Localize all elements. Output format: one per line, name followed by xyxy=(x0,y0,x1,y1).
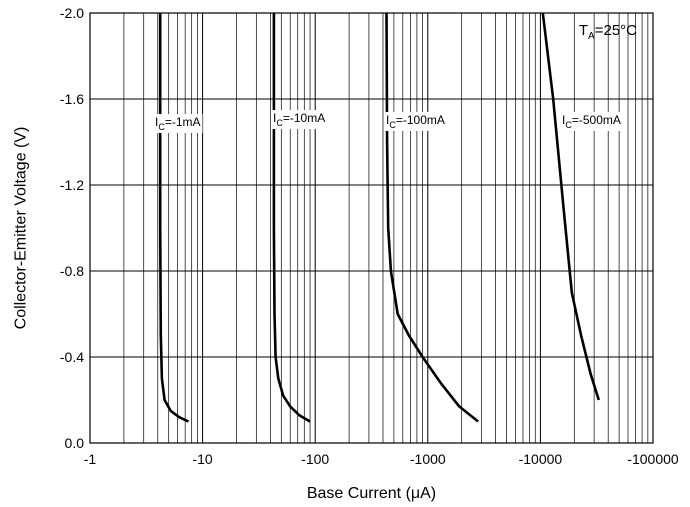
x-tick-label: -10000 xyxy=(519,451,563,467)
curve-label: IC=-100mA xyxy=(384,112,447,131)
curve-label-bg xyxy=(560,112,623,131)
curve-label: IC=-1mA xyxy=(153,114,203,133)
x-tick-label: -10 xyxy=(192,451,212,467)
curve-label: IC=-500mA xyxy=(560,112,623,131)
y-tick-label: -2.0 xyxy=(60,5,84,21)
y-tick-label: -1.2 xyxy=(60,177,84,193)
curve-label-bg xyxy=(384,112,447,131)
series-curve xyxy=(158,13,190,423)
curve-label-text: IC=-10mA xyxy=(273,111,325,128)
y-tick-label: -0.4 xyxy=(60,349,84,365)
curve-label-text: IC=-1mA xyxy=(155,115,201,132)
curve-label: IC=-10mA xyxy=(271,110,328,129)
y-axis-title: Collector-Emitter Voltage (V) xyxy=(13,127,30,330)
plot-frame xyxy=(89,12,654,444)
x-tick-label: -1000 xyxy=(410,451,446,467)
curve-label-bg xyxy=(271,110,328,129)
series-curve xyxy=(541,12,601,401)
series-curve xyxy=(385,12,479,423)
x-tick-label: -100000 xyxy=(627,451,679,467)
curve-labels: IC=-1mA IC=-10mA IC=-100mA IC=-500mA xyxy=(153,110,623,133)
temperature-annotation: TA=25°C xyxy=(579,22,637,42)
y-tick-label: -1.6 xyxy=(60,91,84,107)
x-tick-label: -100 xyxy=(301,451,329,467)
x-tick-label: -1 xyxy=(84,451,97,467)
y-tick-label: -0.8 xyxy=(60,263,84,279)
y-tick-label: 0.0 xyxy=(65,435,85,451)
series-curve xyxy=(272,13,311,423)
x-axis-title: Base Current (μA) xyxy=(307,485,436,502)
curve-label-text: IC=-100mA xyxy=(386,113,445,130)
curve-label-bg xyxy=(153,114,203,133)
tick-labels: -1 -10 -100 -1000 -10000 -100000 0.0 -0.4 -0.8 -1… xyxy=(60,5,679,467)
grid xyxy=(89,12,653,444)
curve-label-text: IC=-500mA xyxy=(562,113,621,130)
curves xyxy=(158,12,601,423)
